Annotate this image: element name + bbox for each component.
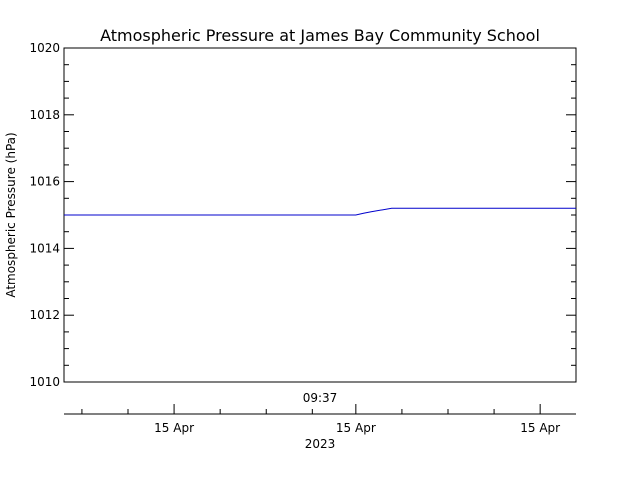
x-axis-tick-labels: 15 Apr 15 Apr 15 Apr [154, 421, 560, 435]
y-axis-label: Atmospheric Pressure (hPa) [4, 132, 18, 297]
y-tick-label: 1016 [29, 175, 60, 189]
pressure-series-line [64, 207, 576, 216]
y-tick-label: 1018 [29, 108, 60, 122]
x-tick-label: 15 Apr [154, 421, 194, 435]
x-axis-ticks [81, 404, 541, 414]
x-tick-label: 15 Apr [520, 421, 560, 435]
y-axis-ticks [64, 47, 576, 383]
time-label: 09:37 [303, 391, 338, 405]
x-tick-label: 15 Apr [336, 421, 376, 435]
y-axis-tick-labels: 1010 1012 1014 1016 1018 1020 [29, 41, 60, 389]
y-tick-label: 1020 [29, 41, 60, 55]
y-tick-label: 1010 [29, 375, 60, 389]
y-tick-label: 1012 [29, 308, 60, 322]
y-tick-label: 1014 [29, 241, 60, 255]
chart-title: Atmospheric Pressure at James Bay Commun… [100, 26, 540, 45]
series-layer [64, 207, 576, 216]
year-label: 2023 [305, 437, 336, 451]
